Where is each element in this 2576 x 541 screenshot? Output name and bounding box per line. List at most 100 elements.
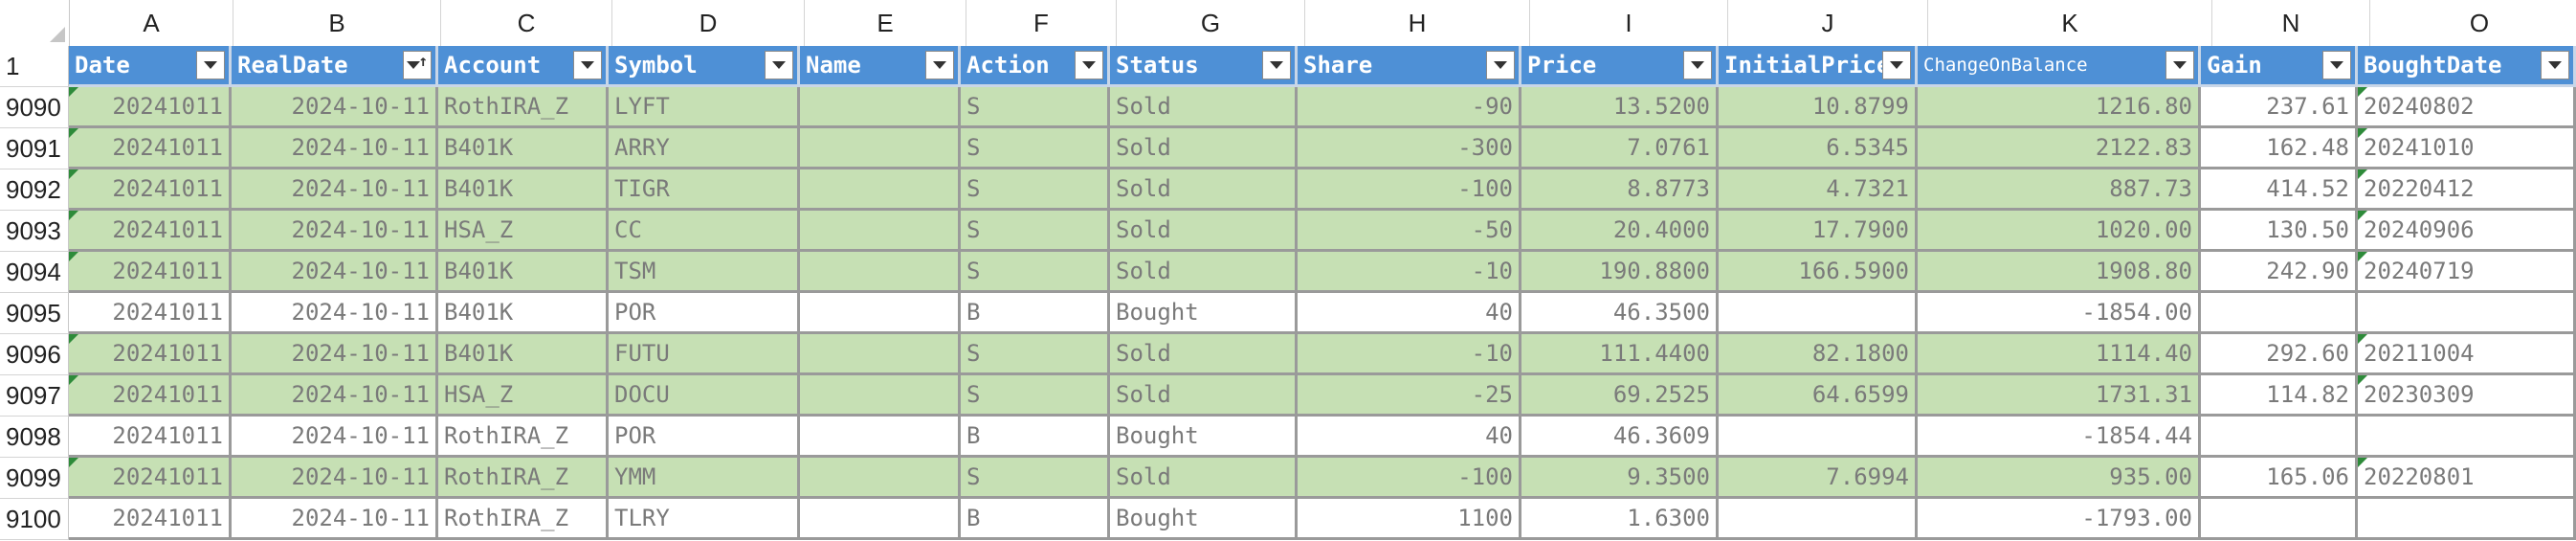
cell-gain[interactable]: 130.50 <box>2201 211 2358 252</box>
cell-gain[interactable]: 414.52 <box>2201 169 2358 211</box>
cell-date[interactable]: 20241011 <box>69 169 232 211</box>
cell-symbol[interactable]: YMM <box>609 458 800 499</box>
cell-changeonbalance[interactable]: 1908.80 <box>1918 252 2201 293</box>
cell-boughtdate[interactable] <box>2358 293 2576 334</box>
cell-name[interactable] <box>800 252 961 293</box>
cell-changeonbalance[interactable]: -1854.00 <box>1918 293 2201 334</box>
cell-initialprice[interactable]: 64.6599 <box>1719 375 1918 417</box>
cell-share[interactable]: 40 <box>1298 417 1521 458</box>
cell-account[interactable]: RothIRA_Z <box>438 458 609 499</box>
cell-boughtdate[interactable]: 20220412 <box>2358 169 2576 211</box>
column-letter-c[interactable]: C <box>441 0 612 46</box>
cell-changeonbalance[interactable]: 1216.80 <box>1918 87 2201 128</box>
cell-symbol[interactable]: CC <box>609 211 800 252</box>
cell-initialprice[interactable] <box>1719 499 1918 540</box>
cell-symbol[interactable]: POR <box>609 417 800 458</box>
header-cell-boughtdate[interactable]: BoughtDate <box>2358 46 2576 87</box>
cell-status[interactable]: Sold <box>1110 169 1298 211</box>
header-cell-status[interactable]: Status <box>1110 46 1298 87</box>
cell-changeonbalance[interactable]: -1854.44 <box>1918 417 2201 458</box>
select-all-corner[interactable] <box>0 0 70 46</box>
cell-realdate[interactable]: 2024-10-11 <box>232 211 438 252</box>
filter-dropdown-button[interactable] <box>925 51 954 79</box>
row-number[interactable]: 9092 <box>0 169 69 211</box>
filter-dropdown-button[interactable] <box>765 51 793 79</box>
cell-price[interactable]: 8.8773 <box>1521 169 1719 211</box>
column-letter-n[interactable]: N <box>2212 0 2370 46</box>
row-number[interactable]: 9093 <box>0 211 69 252</box>
cell-date[interactable]: 20241011 <box>69 334 232 375</box>
header-cell-gain[interactable]: Gain <box>2201 46 2358 87</box>
cell-symbol[interactable]: DOCU <box>609 375 800 417</box>
cell-price[interactable]: 7.0761 <box>1521 128 1719 169</box>
cell-boughtdate[interactable]: 20240906 <box>2358 211 2576 252</box>
cell-realdate[interactable]: 2024-10-11 <box>232 252 438 293</box>
cell-initialprice[interactable]: 17.7900 <box>1719 211 1918 252</box>
filter-dropdown-button[interactable] <box>1262 51 1291 79</box>
cell-status[interactable]: Sold <box>1110 334 1298 375</box>
cell-gain[interactable]: 114.82 <box>2201 375 2358 417</box>
column-letter-o[interactable]: O <box>2370 0 2576 46</box>
cell-account[interactable]: B401K <box>438 293 609 334</box>
cell-account[interactable]: HSA_Z <box>438 375 609 417</box>
column-letter-h[interactable]: H <box>1305 0 1530 46</box>
cell-symbol[interactable]: FUTU <box>609 334 800 375</box>
cell-date[interactable]: 20241011 <box>69 128 232 169</box>
cell-price[interactable]: 46.3500 <box>1521 293 1719 334</box>
cell-status[interactable]: Sold <box>1110 211 1298 252</box>
cell-share[interactable]: -50 <box>1298 211 1521 252</box>
cell-realdate[interactable]: 2024-10-11 <box>232 87 438 128</box>
row-number[interactable]: 9097 <box>0 375 69 417</box>
column-letter-i[interactable]: I <box>1530 0 1728 46</box>
cell-gain[interactable]: 242.90 <box>2201 252 2358 293</box>
header-cell-price[interactable]: Price <box>1521 46 1719 87</box>
cell-account[interactable]: HSA_Z <box>438 211 609 252</box>
cell-name[interactable] <box>800 87 961 128</box>
cell-symbol[interactable]: TLRY <box>609 499 800 540</box>
cell-action[interactable]: S <box>961 128 1110 169</box>
column-letter-j[interactable]: J <box>1728 0 1928 46</box>
cell-date[interactable]: 20241011 <box>69 458 232 499</box>
cell-price[interactable]: 20.4000 <box>1521 211 1719 252</box>
cell-realdate[interactable]: 2024-10-11 <box>232 458 438 499</box>
cell-share[interactable]: -25 <box>1298 375 1521 417</box>
cell-initialprice[interactable]: 4.7321 <box>1719 169 1918 211</box>
column-letter-g[interactable]: G <box>1117 0 1305 46</box>
cell-date[interactable]: 20241011 <box>69 252 232 293</box>
filter-dropdown-button[interactable] <box>2322 51 2351 79</box>
cell-initialprice[interactable] <box>1719 293 1918 334</box>
header-cell-changeonbalance[interactable]: ChangeOnBalance <box>1918 46 2201 87</box>
cell-gain[interactable] <box>2201 417 2358 458</box>
column-letter-d[interactable]: D <box>612 0 805 46</box>
header-cell-action[interactable]: Action <box>961 46 1110 87</box>
header-cell-initialprice[interactable]: InitialPrice <box>1719 46 1918 87</box>
cell-symbol[interactable]: TIGR <box>609 169 800 211</box>
cell-changeonbalance[interactable]: 887.73 <box>1918 169 2201 211</box>
cell-price[interactable]: 1.6300 <box>1521 499 1719 540</box>
cell-account[interactable]: RothIRA_Z <box>438 499 609 540</box>
filter-dropdown-button[interactable] <box>1486 51 1515 79</box>
cell-realdate[interactable]: 2024-10-11 <box>232 375 438 417</box>
cell-status[interactable]: Sold <box>1110 375 1298 417</box>
cell-action[interactable]: S <box>961 211 1110 252</box>
cell-price[interactable]: 13.5200 <box>1521 87 1719 128</box>
column-letter-k[interactable]: K <box>1928 0 2212 46</box>
cell-share[interactable]: -100 <box>1298 169 1521 211</box>
cell-date[interactable]: 20241011 <box>69 293 232 334</box>
cell-gain[interactable] <box>2201 293 2358 334</box>
cell-status[interactable]: Bought <box>1110 417 1298 458</box>
cell-name[interactable] <box>800 499 961 540</box>
cell-action[interactable]: B <box>961 293 1110 334</box>
row-number[interactable]: 1 <box>0 46 69 87</box>
cell-action[interactable]: S <box>961 252 1110 293</box>
header-cell-realdate[interactable]: RealDate ↑ <box>232 46 438 87</box>
cell-name[interactable] <box>800 211 961 252</box>
cell-boughtdate[interactable]: 20220801 <box>2358 458 2576 499</box>
header-cell-share[interactable]: Share <box>1298 46 1521 87</box>
cell-account[interactable]: RothIRA_Z <box>438 417 609 458</box>
cell-realdate[interactable]: 2024-10-11 <box>232 334 438 375</box>
column-letter-a[interactable]: A <box>70 0 233 46</box>
cell-changeonbalance[interactable]: 935.00 <box>1918 458 2201 499</box>
cell-changeonbalance[interactable]: -1793.00 <box>1918 499 2201 540</box>
cell-gain[interactable]: 292.60 <box>2201 334 2358 375</box>
